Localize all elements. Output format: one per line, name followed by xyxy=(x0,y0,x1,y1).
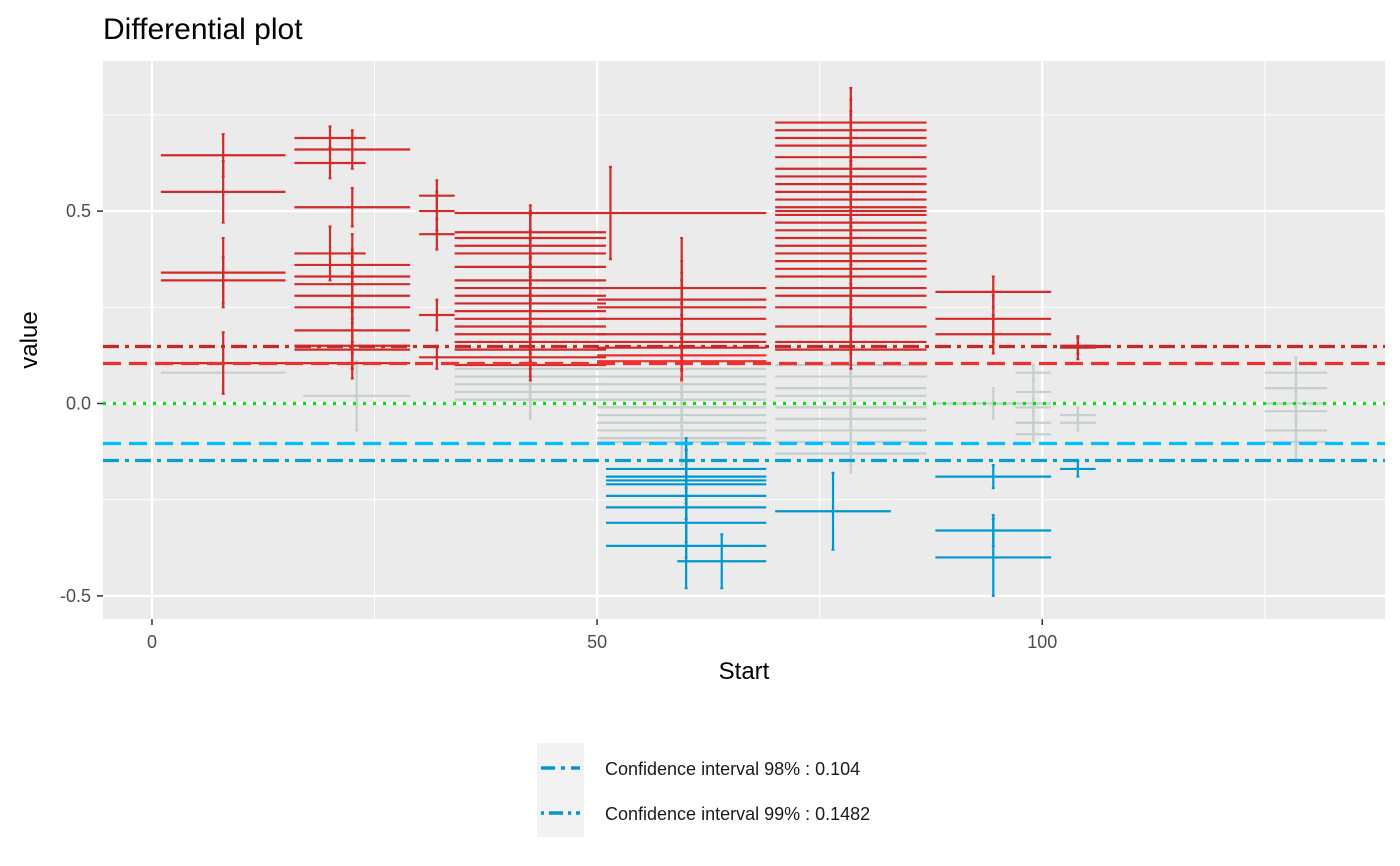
data-point xyxy=(1060,414,1096,432)
data-point xyxy=(294,186,411,228)
data-point xyxy=(606,502,767,590)
data-point xyxy=(775,433,927,474)
reference-lines xyxy=(103,344,1385,463)
data-point xyxy=(775,329,927,370)
data-point xyxy=(1015,425,1052,443)
data-point xyxy=(419,344,455,370)
data-point xyxy=(419,217,455,251)
chart-title: Differential plot xyxy=(103,13,303,46)
data-point xyxy=(160,256,286,305)
data-point xyxy=(160,160,286,224)
data-point xyxy=(775,471,891,551)
legend-key-background xyxy=(537,743,584,837)
y-tick-label: 0.0 xyxy=(66,393,91,413)
plot-panel xyxy=(103,61,1385,619)
axis-ticks: 0 50 100 -0.5 0.0 0.5 xyxy=(60,201,1057,652)
data-point xyxy=(935,517,1052,597)
y-tick-label: -0.5 xyxy=(60,586,91,606)
data-point xyxy=(294,146,366,180)
data-point xyxy=(454,165,767,261)
y-tick-label: 0.5 xyxy=(66,201,91,221)
data-point xyxy=(419,298,455,332)
data-point xyxy=(677,533,767,590)
data-point xyxy=(294,225,366,282)
x-axis-label: Start xyxy=(719,658,770,685)
data-point xyxy=(935,313,1052,355)
x-tick-label: 0 xyxy=(147,632,157,652)
legend: Confidence interval 98% : 0.104 Confiden… xyxy=(537,743,870,837)
grid-major xyxy=(103,61,1385,619)
legend-label-ci98: Confidence interval 98% : 0.104 xyxy=(605,759,860,779)
data-points xyxy=(160,86,1328,597)
data-point xyxy=(303,360,411,432)
x-tick-label: 50 xyxy=(587,632,607,652)
legend-label-ci99: Confidence interval 99% : 0.1482 xyxy=(605,804,870,824)
x-tick-label: 100 xyxy=(1027,632,1057,652)
y-axis-label: value xyxy=(16,311,43,368)
data-point xyxy=(935,464,1052,490)
